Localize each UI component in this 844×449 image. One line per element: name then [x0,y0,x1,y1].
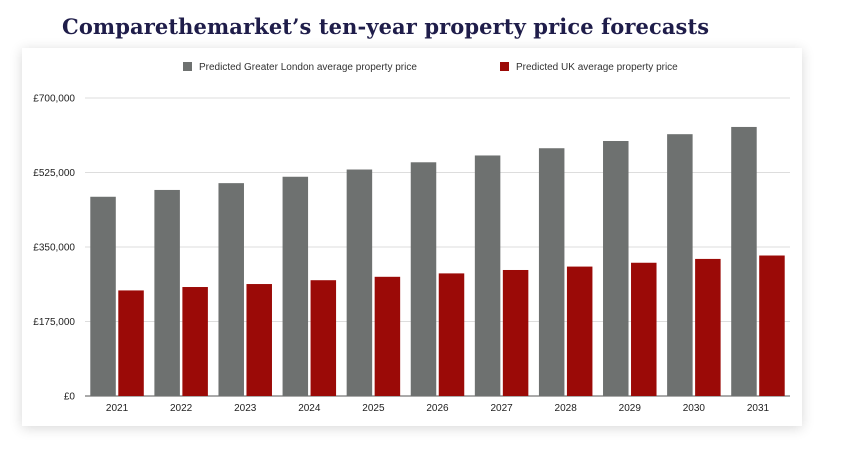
bar-uk-2030 [695,258,721,396]
y-tick-label: £350,000 [33,243,75,254]
x-tick-label: 2027 [490,403,513,414]
legend: Predicted Greater London average propert… [183,62,678,73]
bar-london-2031 [731,126,757,396]
legend-label: Predicted UK average property price [516,62,678,73]
bar-uk-2026 [438,273,465,396]
y-tick-label: £0 [64,392,76,403]
x-tick-label: 2031 [747,403,770,414]
x-tick-label: 2030 [683,403,706,414]
x-tick-label: 2026 [426,403,449,414]
legend-label: Predicted Greater London average propert… [199,62,417,73]
bar-london-2023 [218,183,244,396]
bar-chart: £0£175,000£350,000£525,000£700,000 2021 2… [33,62,790,414]
x-tick-label: 2028 [555,403,578,414]
bar-london-2022 [154,189,180,396]
y-tick-label: £525,000 [33,168,75,179]
bar-london-2026 [410,162,437,396]
x-tick-label: 2025 [362,403,385,414]
x-tick-label: 2022 [170,403,193,414]
y-axis-labels: £0 £175,000 £350,000 £525,000 £700,000 [33,94,75,403]
legend-swatch [500,62,509,71]
bar-london-2027 [474,155,501,396]
bar-london-2028 [538,148,565,396]
bar-uk-2025 [374,276,401,396]
bar-london-2025 [346,169,373,396]
bar-london-2021 [90,196,116,396]
bar-uk-2024 [310,280,337,396]
x-tick-label: 2029 [619,403,642,414]
y-tick-label: £175,000 [33,317,75,328]
x-tick-label: 2024 [298,403,321,414]
bar-uk-2027 [502,269,529,396]
page-title: Comparethemarket’s ten-year property pri… [62,14,710,39]
bars [90,126,785,396]
bar-london-2024 [282,176,309,396]
y-tick-label: £700,000 [33,94,75,105]
bar-uk-2021 [118,290,144,396]
chart-card: £0 £175,000 £350,000 £525,000 £700,000 2021 2… [22,48,802,426]
x-tick-label: 2021 [106,403,129,414]
legend-swatch [183,62,192,71]
bar-london-2030 [667,134,693,396]
x-tick-label: 2023 [234,403,257,414]
bar-uk-2031 [759,255,785,396]
bar-uk-2028 [566,266,593,396]
x-axis-labels: 2021 2022 2023 2024 2025 2026 2027 2028 2029 2030… [106,403,770,414]
bar-uk-2029 [631,262,657,396]
bar-uk-2022 [182,287,208,396]
bar-london-2029 [603,140,629,396]
bar-uk-2023 [246,284,272,396]
